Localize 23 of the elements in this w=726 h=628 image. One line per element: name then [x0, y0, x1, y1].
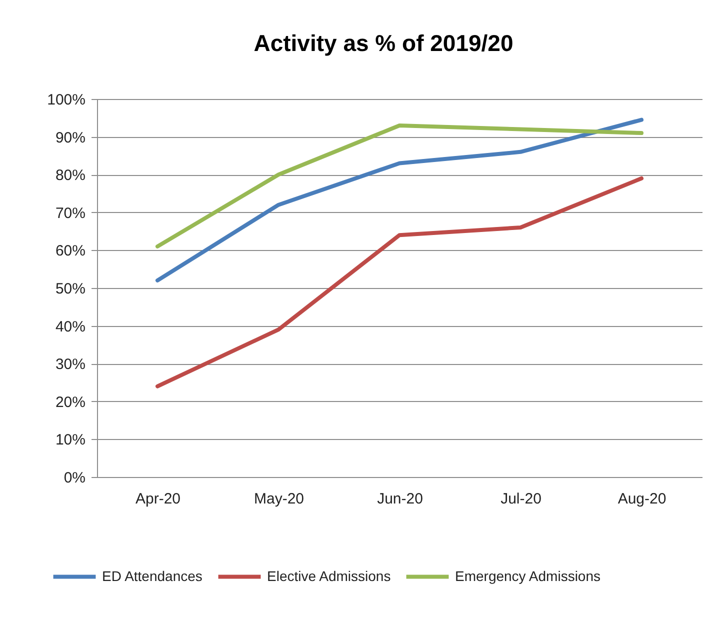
y-tick-label: 10% [55, 432, 86, 449]
x-tick-label: Apr-20 [135, 490, 181, 508]
y-tick-label: 100% [47, 92, 86, 108]
y-tick-label: 60% [55, 242, 86, 260]
y-tick-label: 70% [55, 204, 86, 222]
y-tick-label: 50% [55, 280, 86, 298]
line-series [156, 118, 644, 282]
x-tick-label: Jul-20 [500, 490, 542, 508]
y-tick-label: 40% [55, 318, 86, 336]
chart-title: Activity as % of 2019/20 [254, 30, 514, 56]
y-tick-label: 0% [64, 470, 86, 486]
y-tick-label: 20% [55, 394, 86, 411]
y-tick-label: 90% [55, 129, 86, 146]
x-tick-label: Jun-20 [377, 490, 423, 508]
line-series [156, 123, 644, 248]
legend-label: Elective Admissions [267, 568, 391, 584]
y-tick-label: 30% [55, 356, 86, 374]
legend-label: ED Attendances [102, 568, 202, 584]
line-series [156, 176, 644, 388]
x-tick-label: May-20 [254, 490, 304, 508]
y-tick-label: 80% [55, 167, 86, 184]
legend-label: Emergency Admissions [455, 568, 601, 584]
x-tick-label: Aug-20 [618, 490, 666, 508]
